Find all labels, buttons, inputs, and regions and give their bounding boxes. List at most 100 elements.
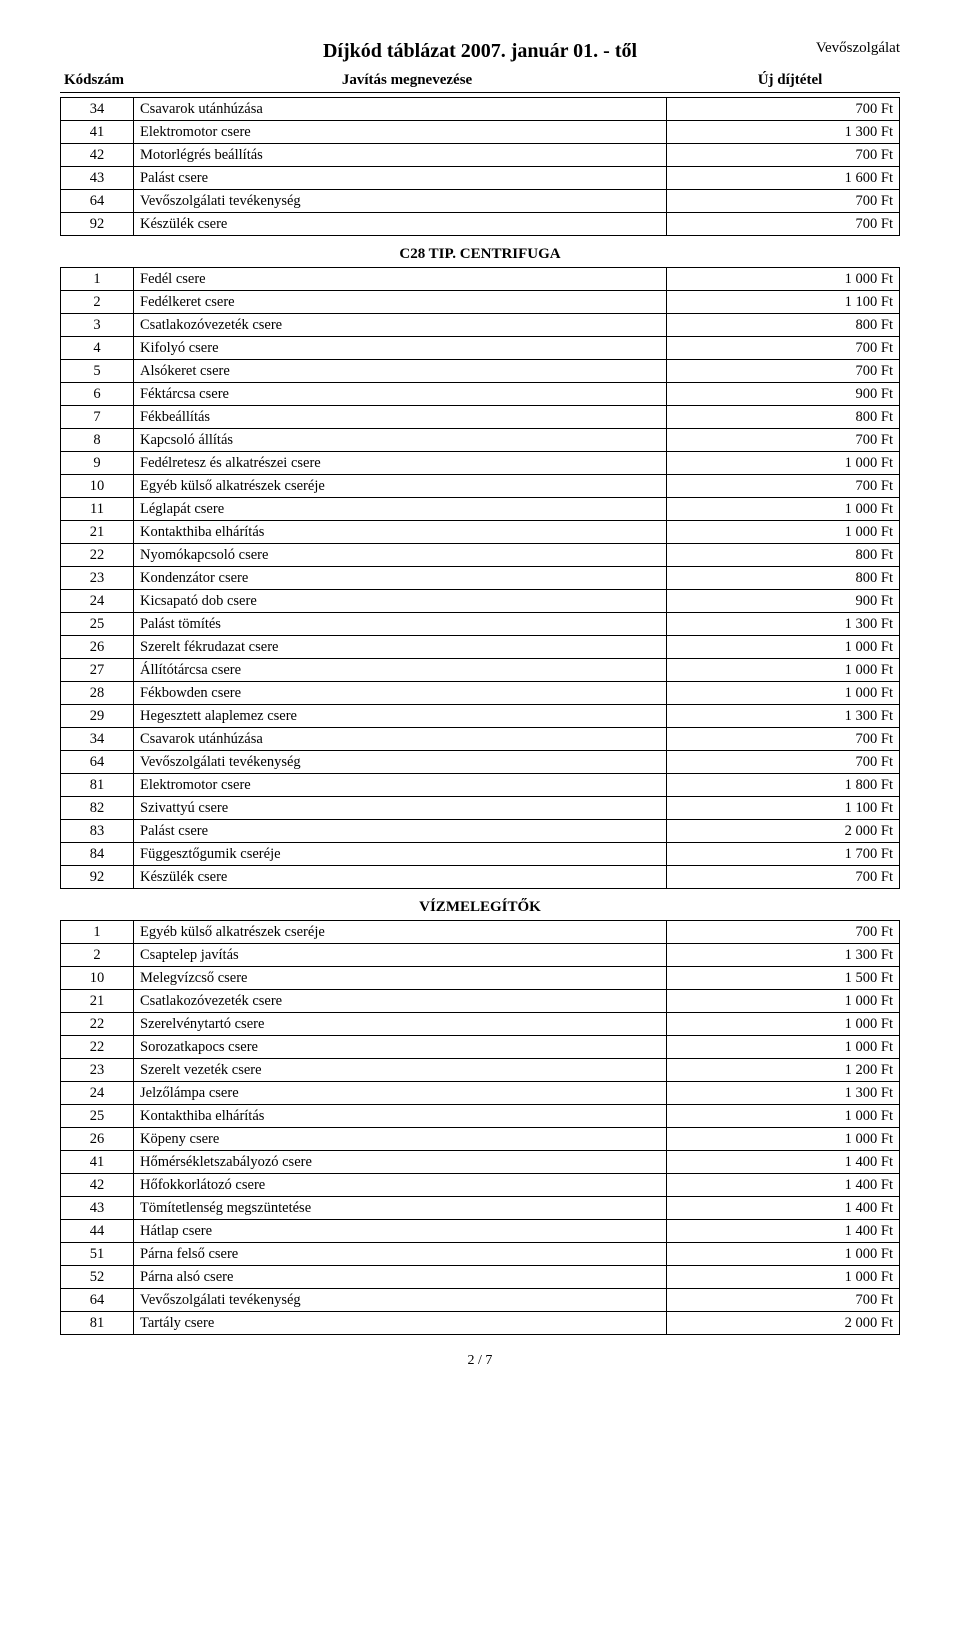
cell-price: 1 000 Ft (667, 1128, 900, 1151)
table-row: 3Csatlakozóvezeték csere800 Ft (61, 314, 900, 337)
cell-code: 1 (61, 921, 134, 944)
table-row: 10Melegvízcső csere1 500 Ft (61, 967, 900, 990)
cell-price: 700 Ft (667, 751, 900, 774)
table-row: 43Palást csere1 600 Ft (61, 167, 900, 190)
table-row: 64Vevőszolgálati tevékenység700 Ft (61, 1289, 900, 1312)
cell-price: 700 Ft (667, 1289, 900, 1312)
cell-code: 2 (61, 944, 134, 967)
table-row: 23Kondenzátor csere800 Ft (61, 567, 900, 590)
cell-code: 41 (61, 1151, 134, 1174)
cell-desc: Vevőszolgálati tevékenység (134, 190, 667, 213)
cell-price: 1 600 Ft (667, 167, 900, 190)
cell-desc: Párna alsó csere (134, 1266, 667, 1289)
table-row: 5Alsókeret csere700 Ft (61, 360, 900, 383)
cell-code: 23 (61, 567, 134, 590)
cell-price: 700 Ft (667, 360, 900, 383)
cell-code: 81 (61, 774, 134, 797)
price-table: 1Fedél csere1 000 Ft2Fedélkeret csere1 1… (60, 267, 900, 889)
cell-desc: Palást csere (134, 820, 667, 843)
cell-price: 1 000 Ft (667, 659, 900, 682)
cell-code: 25 (61, 1105, 134, 1128)
cell-price: 800 Ft (667, 544, 900, 567)
table-row: 52Párna alsó csere1 000 Ft (61, 1266, 900, 1289)
cell-desc: Párna felső csere (134, 1243, 667, 1266)
cell-price: 800 Ft (667, 406, 900, 429)
cell-code: 21 (61, 990, 134, 1013)
cell-desc: Fékbowden csere (134, 682, 667, 705)
cell-desc: Jelzőlámpa csere (134, 1082, 667, 1105)
cell-code: 64 (61, 190, 134, 213)
table-row: 29Hegesztett alaplemez csere1 300 Ft (61, 705, 900, 728)
table-row: 64Vevőszolgálati tevékenység700 Ft (61, 190, 900, 213)
cell-desc: Kontakthiba elhárítás (134, 1105, 667, 1128)
table-row: 23Szerelt vezeték csere1 200 Ft (61, 1059, 900, 1082)
cell-price: 1 200 Ft (667, 1059, 900, 1082)
page-number: 2 / 7 (60, 1353, 900, 1369)
table-row: 4Kifolyó csere700 Ft (61, 337, 900, 360)
table-row: 82Szivattyú csere1 100 Ft (61, 797, 900, 820)
cell-code: 64 (61, 751, 134, 774)
cell-price: 1 500 Ft (667, 967, 900, 990)
cell-desc: Szivattyú csere (134, 797, 667, 820)
cell-desc: Készülék csere (134, 866, 667, 889)
cell-desc: Fedél csere (134, 268, 667, 291)
cell-price: 2 000 Ft (667, 1312, 900, 1335)
table-row: 83Palást csere2 000 Ft (61, 820, 900, 843)
table-row: 34Csavarok utánhúzása700 Ft (61, 728, 900, 751)
cell-code: 25 (61, 613, 134, 636)
cell-code: 51 (61, 1243, 134, 1266)
table-row: 92Készülék csere700 Ft (61, 866, 900, 889)
table-row: 2Csaptelep javítás1 300 Ft (61, 944, 900, 967)
cell-desc: Kondenzátor csere (134, 567, 667, 590)
cell-code: 52 (61, 1266, 134, 1289)
table-row: 81Elektromotor csere1 800 Ft (61, 774, 900, 797)
cell-desc: Alsókeret csere (134, 360, 667, 383)
cell-desc: Tömítetlenség megszüntetése (134, 1197, 667, 1220)
cell-price: 1 000 Ft (667, 1105, 900, 1128)
cell-code: 92 (61, 213, 134, 236)
cell-code: 1 (61, 268, 134, 291)
cell-code: 64 (61, 1289, 134, 1312)
table-row: 51Párna felső csere1 000 Ft (61, 1243, 900, 1266)
cell-code: 22 (61, 544, 134, 567)
cell-price: 700 Ft (667, 98, 900, 121)
table-row: 41Elektromotor csere1 300 Ft (61, 121, 900, 144)
cell-price: 1 800 Ft (667, 774, 900, 797)
cell-price: 700 Ft (667, 475, 900, 498)
cell-code: 4 (61, 337, 134, 360)
cell-code: 84 (61, 843, 134, 866)
cell-desc: Szerelvénytartó csere (134, 1013, 667, 1036)
cell-price: 1 000 Ft (667, 1243, 900, 1266)
cell-price: 1 000 Ft (667, 1013, 900, 1036)
cell-desc: Csavarok utánhúzása (134, 98, 667, 121)
cell-price: 1 000 Ft (667, 521, 900, 544)
cell-desc: Nyomókapcsoló csere (134, 544, 667, 567)
table-row: 42Hőfokkorlátozó csere1 400 Ft (61, 1174, 900, 1197)
cell-desc: Elektromotor csere (134, 774, 667, 797)
cell-price: 1 400 Ft (667, 1197, 900, 1220)
cell-price: 700 Ft (667, 728, 900, 751)
cell-desc: Kontakthiba elhárítás (134, 521, 667, 544)
cell-price: 700 Ft (667, 921, 900, 944)
cell-code: 22 (61, 1036, 134, 1059)
cell-desc: Kicsapató dob csere (134, 590, 667, 613)
cell-code: 27 (61, 659, 134, 682)
cell-desc: Sorozatkapocs csere (134, 1036, 667, 1059)
cell-price: 800 Ft (667, 567, 900, 590)
table-row: 2Fedélkeret csere1 100 Ft (61, 291, 900, 314)
cell-price: 800 Ft (667, 314, 900, 337)
cell-price: 700 Ft (667, 429, 900, 452)
header-right-label: Vevőszolgálat (816, 40, 900, 57)
cell-desc: Palást tömítés (134, 613, 667, 636)
table-row: 22Szerelvénytartó csere1 000 Ft (61, 1013, 900, 1036)
cell-price: 1 000 Ft (667, 268, 900, 291)
section-title: VÍZMELEGÍTŐK (60, 899, 900, 916)
cell-code: 22 (61, 1013, 134, 1036)
table-row: 25Kontakthiba elhárítás1 000 Ft (61, 1105, 900, 1128)
cell-desc: Egyéb külső alkatrészek cseréje (134, 921, 667, 944)
cell-price: 1 300 Ft (667, 705, 900, 728)
table-row: 6Féktárcsa csere900 Ft (61, 383, 900, 406)
cell-desc: Szerelt vezeték csere (134, 1059, 667, 1082)
table-row: 26Köpeny csere1 000 Ft (61, 1128, 900, 1151)
table-row: 22Sorozatkapocs csere1 000 Ft (61, 1036, 900, 1059)
